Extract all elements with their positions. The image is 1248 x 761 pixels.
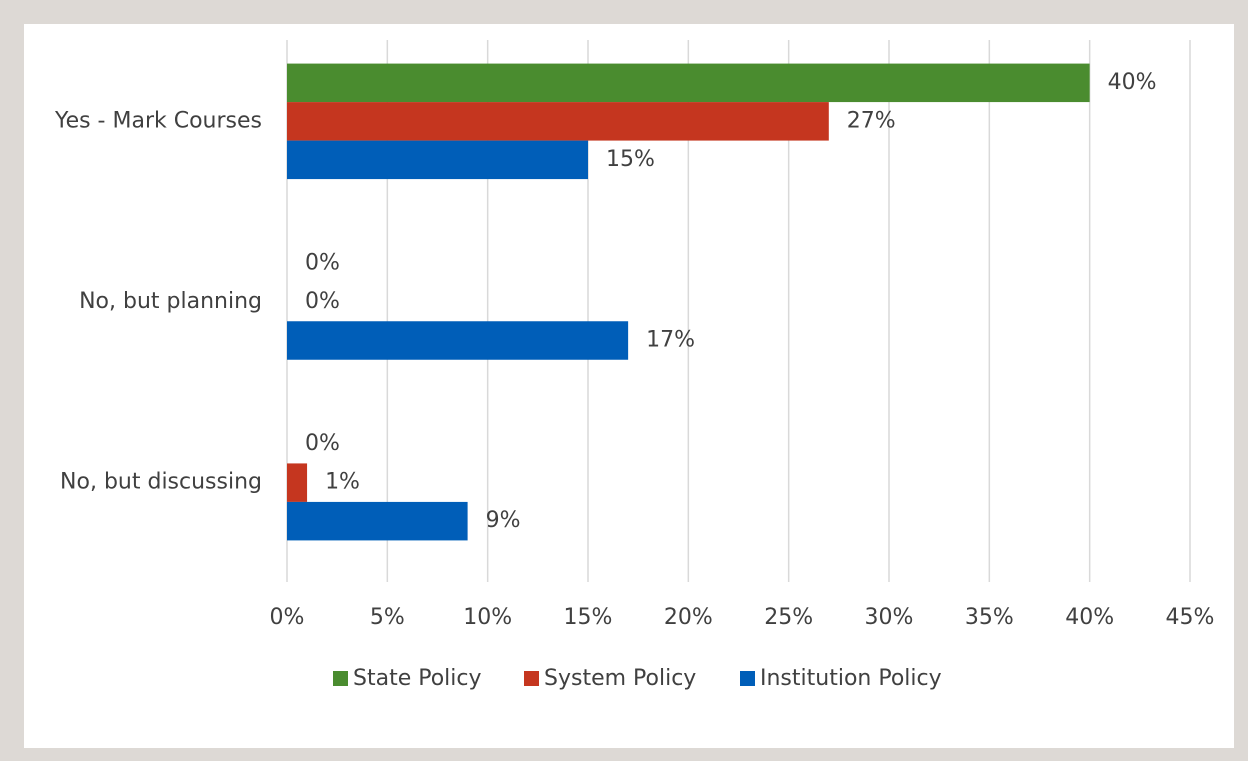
legend-label: Institution Policy xyxy=(760,666,942,691)
data-label: 40% xyxy=(1108,70,1157,95)
x-tick-label: 15% xyxy=(564,605,613,630)
bar xyxy=(287,501,468,541)
bar xyxy=(287,463,308,502)
data-label: 27% xyxy=(847,108,896,133)
x-tick-label: 45% xyxy=(1166,605,1215,630)
x-tick-label: 20% xyxy=(664,605,713,630)
x-tick-label: 25% xyxy=(764,605,813,630)
x-tick-label: 5% xyxy=(370,605,405,630)
legend-swatch xyxy=(524,671,539,686)
data-label: 1% xyxy=(325,470,360,495)
data-label: 0% xyxy=(305,251,340,276)
bar xyxy=(287,63,1090,103)
legend-label: System Policy xyxy=(544,666,696,691)
x-tick-label: 0% xyxy=(270,605,305,630)
bar xyxy=(287,140,588,180)
y-tick-label: No, but planning xyxy=(79,289,262,314)
bar xyxy=(287,321,629,360)
data-label: 17% xyxy=(646,328,695,353)
y-tick-label: Yes - Mark Courses xyxy=(54,108,262,133)
y-tick-label: No, but discussing xyxy=(60,470,262,495)
x-tick-label: 35% xyxy=(965,605,1014,630)
chart-area xyxy=(24,24,1234,748)
legend-swatch xyxy=(740,671,755,686)
x-tick-label: 40% xyxy=(1065,605,1114,630)
x-tick-label: 10% xyxy=(463,605,512,630)
data-label: 9% xyxy=(486,508,521,533)
legend-label: State Policy xyxy=(353,666,482,691)
data-label: 0% xyxy=(305,289,340,314)
legend-swatch xyxy=(333,671,348,686)
x-tick-label: 30% xyxy=(865,605,914,630)
bar xyxy=(287,102,829,141)
data-label: 0% xyxy=(305,431,340,456)
data-label: 15% xyxy=(606,147,655,172)
